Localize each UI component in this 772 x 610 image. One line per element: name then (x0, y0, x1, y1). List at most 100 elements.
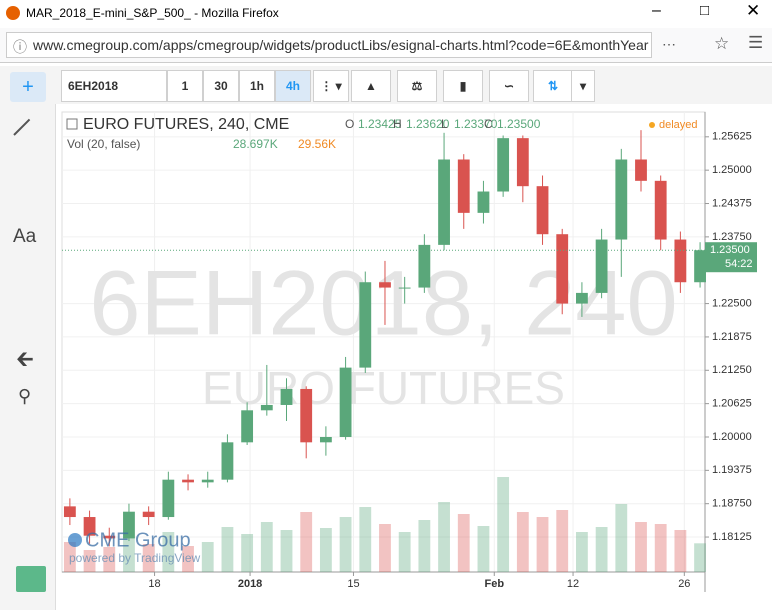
status-dot (649, 122, 655, 128)
interval-button[interactable]: 4h (275, 70, 311, 102)
candle-body (654, 180, 667, 240)
candle-body (418, 244, 431, 288)
candle-body (595, 239, 608, 293)
candle-body (83, 517, 96, 536)
volume-bar (497, 477, 510, 572)
chart-type[interactable]: ▲ (351, 70, 391, 102)
address-bar: ⓘ www.cmegroup.com/apps/cmegroup/widgets… (0, 28, 772, 63)
volume-bar (576, 532, 588, 572)
ohlc-key: H (393, 117, 402, 131)
candle-body (201, 479, 214, 483)
candle-body (635, 159, 647, 181)
volume-bar (516, 512, 529, 572)
back-tool[interactable]: 🡰 (16, 346, 34, 371)
volume-bar (123, 537, 135, 572)
url-text: www.cmegroup.com/apps/cmegroup/widgets/p… (33, 37, 649, 53)
close[interactable]: ✕ (746, 1, 761, 20)
style-menu[interactable]: ▾ (571, 70, 595, 102)
last-price-label: 1.23500 (710, 244, 750, 256)
y-tick-label: 1.22500 (712, 297, 752, 309)
title-bar: MAR_2018_E-mini_S&P_500_ - Mozilla Firef… (0, 0, 772, 26)
candle-body (536, 186, 549, 235)
snapshot-button[interactable] (16, 566, 46, 592)
text-tool[interactable]: Aa (13, 226, 37, 247)
interval-button[interactable]: 30 (203, 70, 239, 102)
candle-body (319, 436, 332, 443)
volume-bar (221, 527, 234, 572)
collapse-box (66, 118, 78, 130)
x-tick-label: 26 (678, 578, 690, 590)
volume-value: 28.697K (233, 137, 278, 151)
candle-body (142, 511, 155, 518)
volume-bar (339, 517, 352, 572)
x-tick-label: 2018 (238, 578, 262, 590)
crosshair-tool[interactable]: + (10, 72, 46, 102)
volume-bar (438, 502, 450, 572)
volume-bar (674, 530, 687, 572)
candle-body (339, 367, 352, 437)
candle-body (379, 282, 391, 288)
interval-menu[interactable]: ⋮ ▾ (313, 70, 349, 102)
menu[interactable]: ☰ (748, 33, 764, 52)
volume-bar (162, 532, 175, 572)
maximize[interactable]: □ (700, 2, 710, 19)
y-tick-label: 1.24375 (712, 197, 752, 209)
candle-body (123, 511, 135, 539)
y-tick-label: 1.20625 (712, 398, 752, 410)
status: delayed (659, 119, 698, 131)
y-tick-label: 1.25625 (712, 131, 752, 143)
volume-bar (477, 526, 490, 572)
volume-bar (457, 514, 470, 572)
candle-body (615, 159, 628, 240)
symbol-input[interactable]: 6EH2018 (61, 70, 167, 102)
volume-bar (418, 520, 431, 572)
candle-body (63, 506, 76, 518)
volume-bar (654, 524, 667, 572)
candle-body (457, 159, 470, 213)
zoom-tool[interactable]: ⚲ (18, 386, 32, 406)
volume-bar (398, 532, 411, 572)
candle-body (182, 479, 194, 483)
countdown: 54:22 (725, 258, 753, 270)
bookmark[interactable]: ☆ (714, 34, 730, 53)
firefox-icon (6, 6, 20, 20)
logo-name: CME Group (85, 529, 191, 551)
logo-globe (68, 533, 82, 547)
ohlc-value: 1.23500 (497, 117, 541, 131)
y-tick-label: 1.19375 (712, 464, 752, 476)
compare[interactable]: ⚖ (397, 70, 437, 102)
candles[interactable]: ▮ (443, 70, 483, 102)
candle-body (497, 138, 510, 192)
page-actions[interactable]: ⋯ (662, 36, 676, 52)
volume-bar (595, 527, 608, 572)
chart-toolbar: 6EH2018 ⋮ ▾ ▲ ⚖ ▮ ∽ ⇅ ▾ 1 30 1h 4h (55, 66, 772, 104)
bars[interactable]: ⇅ (533, 70, 573, 102)
volume-bar (379, 524, 391, 572)
info-icon: ⓘ (13, 39, 27, 55)
candle-body (359, 282, 372, 368)
watermark-name: EURO FUTURES (202, 362, 565, 414)
volume-bar (280, 530, 293, 572)
trend-line-tool[interactable] (13, 118, 31, 136)
ohlc-value: 1.23620 (406, 117, 450, 131)
y-tick-label: 1.18125 (712, 531, 752, 543)
volume-bar (536, 517, 549, 572)
minimize[interactable]: – (652, 2, 661, 19)
interval-button[interactable]: 1h (239, 70, 275, 102)
line[interactable]: ∽ (489, 70, 529, 102)
x-tick-label: 15 (347, 578, 359, 590)
candle-body (260, 404, 273, 411)
volume-bar (103, 547, 116, 572)
url-field[interactable]: ⓘ www.cmegroup.com/apps/cmegroup/widgets… (6, 32, 652, 58)
volume-bar (359, 507, 372, 572)
candle-body (674, 239, 687, 283)
volume-bar (300, 512, 313, 572)
interval-button[interactable]: 1 (167, 70, 203, 102)
volume-ma: 29.56K (298, 137, 336, 151)
y-tick-label: 1.18750 (712, 498, 752, 510)
watermark-symbol: 6EH2018, 240 (89, 252, 677, 354)
candle-body (162, 479, 175, 518)
volume-bar (635, 522, 647, 572)
chart: 1.18125 1.18750 1.19375 1.20000 1.20625 1.212… (61, 111, 757, 592)
